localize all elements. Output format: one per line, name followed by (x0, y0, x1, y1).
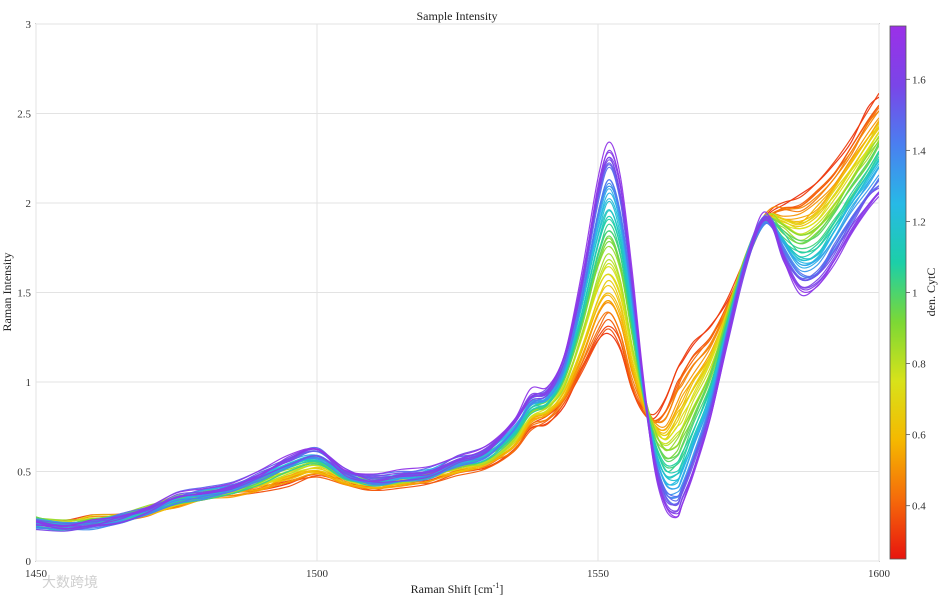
y-tick-labels: 0 0.5 1 1.5 2 2.5 3 (17, 19, 31, 568)
x-tick-label: 1600 (868, 568, 891, 580)
y-tick-label: 1 (26, 377, 32, 389)
y-tick-label: 2 (26, 198, 32, 210)
spectrum-line (36, 179, 879, 530)
colorbar-tick-label: 1.2 (912, 216, 926, 228)
colorbar-tick-label: 0.8 (912, 359, 926, 371)
chart-title: Sample Intensity (417, 9, 498, 23)
x-tick-label: 1500 (306, 568, 329, 580)
y-axis-title: Raman Intensity (0, 253, 14, 332)
colorbar-tick-label: 1.4 (912, 145, 926, 157)
grid-lines (35, 23, 880, 562)
x-axis-title-superscript: -1 (493, 581, 500, 590)
colorbar-tick-label: 0.4 (912, 501, 926, 513)
x-tick-label: 1450 (25, 568, 48, 580)
colorbar-tick-labels: 0.4 0.6 0.8 1 1.2 1.4 1.6 (906, 74, 926, 513)
spectra-series (36, 92, 879, 532)
spectrum-line (36, 141, 879, 528)
y-tick-label: 1.5 (17, 288, 31, 300)
spectrum-line (36, 151, 879, 529)
watermark-text: 大数跨境 (42, 575, 98, 591)
x-tick-labels: 1450 1500 1550 1600 (25, 568, 891, 580)
colorbar-tick-label: 1 (912, 288, 918, 300)
y-tick-label: 3 (26, 19, 32, 31)
colorbar-title: den. CytC (924, 268, 938, 317)
colorbar-tick-label: 1.6 (912, 74, 926, 86)
y-tick-label: 0.5 (17, 467, 31, 479)
colorbar-tick-label: 0.6 (912, 430, 926, 442)
x-tick-label: 1550 (587, 568, 610, 580)
colorbar (889, 25, 907, 560)
y-tick-label: 2.5 (17, 109, 31, 121)
y-tick-label: 0 (26, 556, 32, 568)
x-axis-title: Raman Shift [cm-1] (411, 581, 504, 596)
